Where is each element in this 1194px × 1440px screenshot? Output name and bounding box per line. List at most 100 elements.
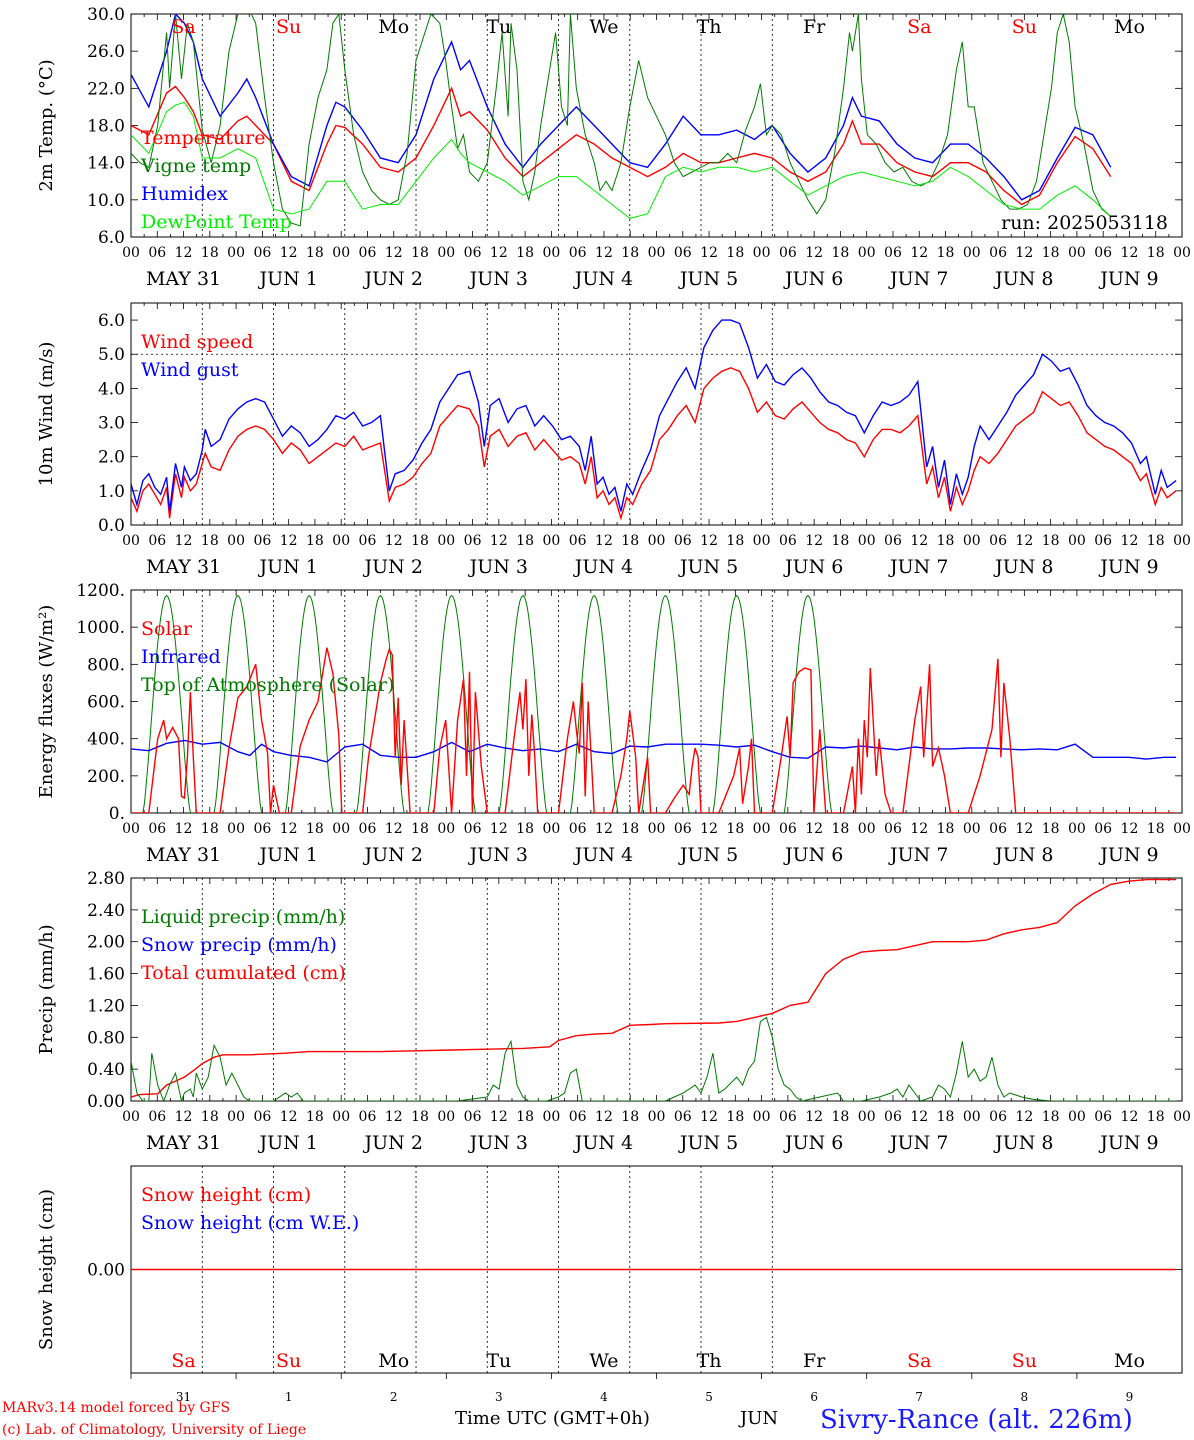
weekday-label: Mo <box>378 16 409 38</box>
hour-label: 18 <box>832 1109 850 1125</box>
weekday-label: Sa <box>171 1350 195 1372</box>
hour-label: 00 <box>227 245 245 261</box>
series-line-toa <box>284 594 334 813</box>
hour-label: 12 <box>385 245 403 261</box>
date-label: JUN 8 <box>993 1132 1053 1154</box>
hour-label: 00 <box>1173 1109 1191 1125</box>
hour-label: 00 <box>753 245 771 261</box>
hour-label: 06 <box>569 821 587 837</box>
hour-label: 18 <box>1147 245 1165 261</box>
date-label: JUN 6 <box>783 268 843 290</box>
legend-entry: Wind gust <box>141 359 239 381</box>
weekday-label: We <box>589 1350 618 1372</box>
date-label: JUN 6 <box>783 844 843 866</box>
hour-label: 12 <box>490 821 508 837</box>
date-label: JUN 5 <box>678 1132 738 1154</box>
day-number: 3 <box>495 1390 503 1404</box>
hour-label: 00 <box>963 821 981 837</box>
hour-label: 00 <box>648 533 666 549</box>
y-tick-label: 6.0 <box>98 311 125 331</box>
series-line <box>131 14 1112 227</box>
hour-label: 06 <box>464 245 482 261</box>
date-label: JUN 9 <box>1098 844 1158 866</box>
hour-label: 06 <box>253 1109 271 1125</box>
hour-label: 00 <box>542 1109 560 1125</box>
legend-entry: Total cumulated (cm) <box>141 962 346 984</box>
series-line-toa <box>498 594 548 813</box>
hour-label: 18 <box>411 1109 429 1125</box>
hour-label: 12 <box>385 533 403 549</box>
hour-label: 06 <box>464 1109 482 1125</box>
hour-label: 18 <box>621 533 639 549</box>
day-number: 5 <box>705 1390 713 1404</box>
weekday-label: Sa <box>907 16 931 38</box>
date-label: JUN 2 <box>363 1132 423 1154</box>
hour-label: 06 <box>779 821 797 837</box>
footer-month: JUN <box>738 1408 778 1429</box>
date-label: JUN 4 <box>573 844 633 866</box>
series-line-toa <box>783 594 833 813</box>
hour-label: 12 <box>700 821 718 837</box>
hour-label: 06 <box>1094 245 1112 261</box>
hour-label: 18 <box>937 1109 955 1125</box>
weekday-label: Tu <box>486 16 511 38</box>
legend-entry: DewPoint Temp <box>141 211 292 233</box>
date-label: JUN 7 <box>888 556 948 578</box>
hour-label: 06 <box>674 1109 692 1125</box>
hour-label: 18 <box>1147 1109 1165 1125</box>
hour-label: 00 <box>332 1109 350 1125</box>
hour-label: 12 <box>490 533 508 549</box>
hour-label: 00 <box>1068 533 1086 549</box>
hour-label: 00 <box>122 533 140 549</box>
hour-label: 18 <box>411 245 429 261</box>
hour-label: 12 <box>595 533 613 549</box>
hour-label: 00 <box>753 821 771 837</box>
hour-label: 00 <box>753 533 771 549</box>
legend-entry: Temperature <box>141 127 265 149</box>
date-label: JUN 4 <box>573 268 633 290</box>
hour-label: 18 <box>1042 821 1060 837</box>
hour-label: 18 <box>306 821 324 837</box>
date-label: JUN 4 <box>573 1132 633 1154</box>
hour-label: 12 <box>175 821 193 837</box>
y-tick-label: 0.40 <box>87 1060 125 1080</box>
hour-label: 18 <box>726 245 744 261</box>
hour-label: 00 <box>437 245 455 261</box>
date-label: JUN 3 <box>468 268 528 290</box>
y-tick-label: 6.0 <box>98 228 125 248</box>
y-tick-label: 0.00 <box>87 1261 125 1281</box>
day-number: 1 <box>285 1390 293 1404</box>
meteogram-panels: 6.010.014.018.022.026.030.02m Temp. (°C)… <box>36 5 1191 1404</box>
hour-label: 12 <box>1121 821 1139 837</box>
hour-label: 00 <box>227 533 245 549</box>
date-label: JUN 7 <box>888 844 948 866</box>
hour-label: 00 <box>963 245 981 261</box>
hour-label: 06 <box>779 1109 797 1125</box>
date-label: JUN 7 <box>888 268 948 290</box>
y-tick-label: 3.0 <box>98 414 125 434</box>
y-axis-title: Precip (mm/h) <box>36 924 57 1054</box>
legend-entry: Humidex <box>141 183 228 205</box>
weekday-label: Mo <box>378 1350 409 1372</box>
date-label: JUN 3 <box>468 556 528 578</box>
hour-label: 12 <box>910 1109 928 1125</box>
y-tick-label: 2.0 <box>98 448 125 468</box>
footer-model-credit: MARv3.14 model forced by GFS <box>2 1400 230 1416</box>
hour-label: 12 <box>700 533 718 549</box>
day-number: 8 <box>1021 1390 1029 1404</box>
hour-label: 12 <box>175 533 193 549</box>
hour-label: 00 <box>648 245 666 261</box>
hour-label: 00 <box>858 821 876 837</box>
hour-label: 18 <box>1042 533 1060 549</box>
hour-label: 00 <box>227 821 245 837</box>
y-axis-title: Snow height (cm) <box>36 1189 57 1350</box>
y-tick-label: 200. <box>87 767 125 787</box>
y-tick-label: 2.00 <box>87 933 125 953</box>
hour-label: 18 <box>937 821 955 837</box>
hour-label: 00 <box>1173 533 1191 549</box>
weekday-label: Mo <box>1114 1350 1145 1372</box>
date-label: JUN 2 <box>363 268 423 290</box>
day-number: 2 <box>390 1390 398 1404</box>
hour-label: 00 <box>542 533 560 549</box>
day-number: 6 <box>810 1390 818 1404</box>
